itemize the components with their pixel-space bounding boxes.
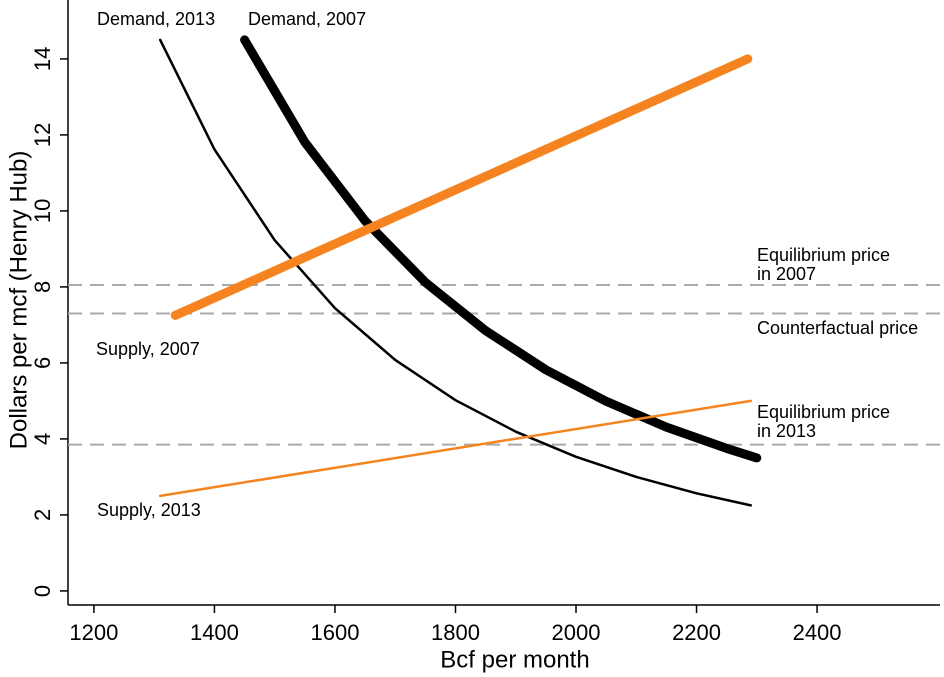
series-line [170, 54, 753, 320]
y-tick-label: 8 [30, 281, 55, 293]
series-line [158, 399, 753, 498]
x-tick-label: 2400 [793, 620, 842, 645]
series-line [240, 35, 762, 463]
x-axis-title: Bcf per month [440, 646, 589, 673]
annotation: Equilibrium price [757, 402, 890, 422]
y-tick-label: 10 [30, 199, 55, 223]
y-tick-label: 2 [30, 509, 55, 521]
series-line [158, 38, 753, 507]
x-tick-label: 1400 [190, 620, 239, 645]
series-label: Demand, 2007 [248, 9, 366, 29]
series-label: Supply, 2007 [96, 339, 200, 359]
series-label: Demand, 2013 [97, 9, 215, 29]
y-tick-label: 4 [30, 433, 55, 445]
y-tick-label: 14 [30, 47, 55, 71]
y-axis-title: Dollars per mcf (Henry Hub) [5, 151, 32, 450]
x-tick-label: 2000 [552, 620, 601, 645]
series-label: Supply, 2013 [97, 500, 201, 520]
x-tick-label: 1800 [431, 620, 480, 645]
annotation: in 2013 [757, 421, 816, 441]
x-tick-label: 1600 [310, 620, 359, 645]
y-tick-label: 0 [30, 585, 55, 597]
annotation: Counterfactual price [757, 318, 918, 338]
annotation: in 2007 [757, 264, 816, 284]
y-tick-label: 12 [30, 123, 55, 147]
annotation: Equilibrium price [757, 245, 890, 265]
x-tick-label: 1200 [69, 620, 118, 645]
y-tick-label: 6 [30, 357, 55, 369]
x-tick-label: 2200 [672, 620, 721, 645]
